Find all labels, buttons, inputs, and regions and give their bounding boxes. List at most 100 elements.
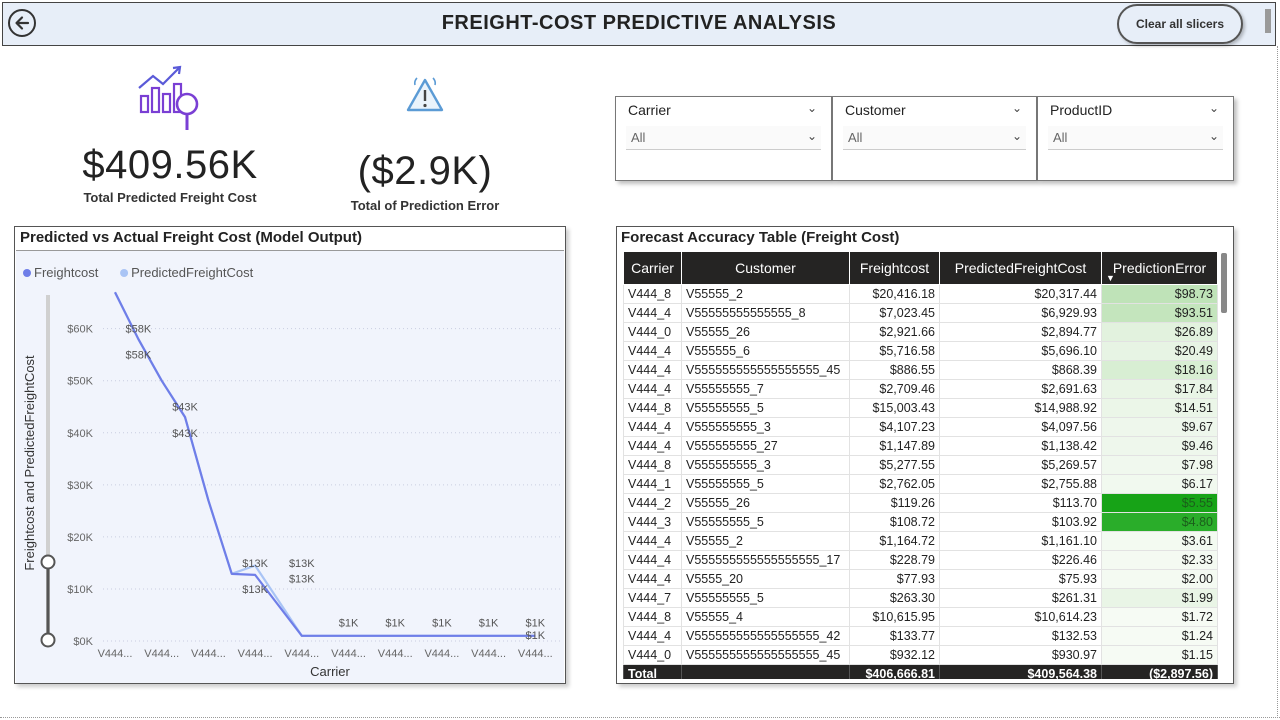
customer-cell: V55555_2 xyxy=(681,531,850,551)
table-row[interactable]: V444_2 V55555_26 $119.26 $113.70 $5.55 xyxy=(623,493,1218,513)
carrier-cell: V444_2 xyxy=(623,493,682,513)
chevron-down-icon: ⌄ xyxy=(806,129,817,143)
freightcost-cell: $119.26 xyxy=(849,493,940,513)
column-header[interactable]: Customer xyxy=(681,251,850,285)
error-cell: $20.49 xyxy=(1101,341,1218,361)
customer-cell: V55555_4 xyxy=(681,607,850,627)
table-row[interactable]: V444_4 V555555555555555555_42 $133.77 $132.… xyxy=(623,626,1218,646)
y-tick-label: $20K xyxy=(67,532,93,544)
productid-dropdown[interactable]: All ⌄ xyxy=(1048,126,1223,150)
predicted-cell: $20,317.44 xyxy=(939,284,1102,304)
error-cell: $1.99 xyxy=(1101,588,1218,608)
column-header[interactable]: PredictionError ▼ xyxy=(1101,251,1218,285)
series-line[interactable] xyxy=(114,291,536,637)
table-scrollbar[interactable] xyxy=(1221,253,1227,313)
table-row[interactable]: V444_4 V555555555555555555_17 $228.79 $226.… xyxy=(623,550,1218,570)
customer-cell: V555555555555555555_17 xyxy=(681,550,850,570)
carrier-cell: V444_4 xyxy=(623,531,682,551)
table-row[interactable]: V444_0 V55555_26 $2,921.66 $2,894.77 $26.89 xyxy=(623,322,1218,342)
freightcost-cell: $2,762.05 xyxy=(849,474,940,494)
chevron-down-icon[interactable]: ⌄ xyxy=(1011,101,1022,115)
slicer-customer: Customer ⌄ All ⌄ xyxy=(832,96,1037,181)
x-tick-label: V444... xyxy=(238,648,273,660)
carrier-cell: V444_8 xyxy=(623,398,682,418)
customer-cell: V555555555_3 xyxy=(681,417,850,437)
freightcost-cell: $2,921.66 xyxy=(849,322,940,342)
predicted-cell: $1,138.42 xyxy=(939,436,1102,456)
carrier-cell: V444_4 xyxy=(623,379,682,399)
table-row[interactable]: V444_7 V55555555_5 $263.30 $261.31 $1.99 xyxy=(623,588,1218,608)
data-label: $43K xyxy=(172,402,198,414)
chevron-down-icon[interactable]: ⌄ xyxy=(1208,101,1219,115)
table-row[interactable]: V444_3 V55555555_5 $108.72 $103.92 $4.80 xyxy=(623,512,1218,532)
error-cell: $7.98 xyxy=(1101,455,1218,475)
chevron-down-icon[interactable]: ⌄ xyxy=(806,101,817,115)
table-row[interactable]: V444_8 V55555_4 $10,615.95 $10,614.23 $1.72 xyxy=(623,607,1218,627)
predicted-cell: $261.31 xyxy=(939,588,1102,608)
page-title: FREIGHT-COST PREDICTIVE ANALYSIS xyxy=(441,12,837,34)
legend-marker xyxy=(120,269,129,277)
zoom-slider-handle-top[interactable] xyxy=(40,554,56,570)
y-tick-label: $30K xyxy=(67,480,93,492)
table-row[interactable]: V444_4 V55555555555555_8 $7,023.45 $6,929.9… xyxy=(623,303,1218,323)
data-label: $1K xyxy=(479,617,499,629)
carrier-cell: V444_4 xyxy=(623,303,682,323)
table-row[interactable]: V444_4 V555555_6 $5,716.58 $5,696.10 $20.49 xyxy=(623,341,1218,361)
predicted-cell: $132.53 xyxy=(939,626,1102,646)
carrier-cell: V444_8 xyxy=(623,455,682,475)
carrier-cell: V444_4 xyxy=(623,550,682,570)
error-cell: $9.67 xyxy=(1101,417,1218,437)
predicted-cell: $1,161.10 xyxy=(939,531,1102,551)
table-row[interactable]: V444_4 V55555555_7 $2,709.46 $2,691.63 $17.8… xyxy=(623,379,1218,399)
table-row[interactable]: V444_4 V555555555555555555_45 $886.55 $868.… xyxy=(623,360,1218,380)
table-row[interactable]: V444_8 V555555555_3 $5,277.55 $5,269.57 $7.9… xyxy=(623,455,1218,475)
error-cell: $26.89 xyxy=(1101,322,1218,342)
predicted-cell: $868.39 xyxy=(939,360,1102,380)
column-header[interactable]: Freightcost xyxy=(849,251,940,285)
table-row[interactable]: V444_8 V55555555_5 $15,003.43 $14,988.92 $14… xyxy=(623,398,1218,418)
column-header[interactable]: Carrier xyxy=(623,251,682,285)
zoom-slider-handle-bottom[interactable] xyxy=(40,632,56,648)
carrier-dropdown[interactable]: All ⌄ xyxy=(626,126,821,150)
table-row[interactable]: V444_4 V5555_20 $77.93 $75.93 $2.00 xyxy=(623,569,1218,589)
customer-cell: V5555_20 xyxy=(681,569,850,589)
clear-slicers-button[interactable]: Clear all slicers xyxy=(1117,4,1243,44)
sort-desc-icon: ▼ xyxy=(1106,273,1115,283)
table-row[interactable]: V444_4 V55555_2 $1,164.72 $1,161.10 $3.61 xyxy=(623,531,1218,551)
y-tick-label: $40K xyxy=(67,428,93,440)
total-label: Total xyxy=(623,664,682,679)
data-label: $43K xyxy=(172,428,198,440)
freightcost-cell: $886.55 xyxy=(849,360,940,380)
x-tick-label: V444... xyxy=(284,648,319,660)
predicted-cell: $226.46 xyxy=(939,550,1102,570)
error-cell: $6.17 xyxy=(1101,474,1218,494)
line-chart[interactable]: Freightcost PredictedFreightCost $0K $10K $2… xyxy=(15,227,565,683)
table-viewport[interactable]: Carrier Customer Freightcost PredictedFr… xyxy=(623,251,1219,679)
predicted-cell: $103.92 xyxy=(939,512,1102,532)
table-row[interactable]: V444_8 V55555_2 $20,416.18 $20,317.44 $98.73 xyxy=(623,284,1218,304)
data-label: $1K xyxy=(526,617,546,629)
error-cell: $4.80 xyxy=(1101,512,1218,532)
customer-cell: V555555555_27 xyxy=(681,436,850,456)
slicer-title: Customer xyxy=(845,102,906,118)
table-row[interactable]: V444_0 V555555555555555555_45 $932.12 $930.… xyxy=(623,645,1218,665)
freightcost-cell: $1,164.72 xyxy=(849,531,940,551)
error-cell: $1.24 xyxy=(1101,626,1218,646)
error-cell: $5.55 xyxy=(1101,493,1218,513)
carrier-cell: V444_0 xyxy=(623,322,682,342)
error-cell: $17.84 xyxy=(1101,379,1218,399)
back-button[interactable] xyxy=(8,9,36,37)
page-border-bottom xyxy=(0,717,1280,718)
table-row[interactable]: V444_4 V555555555_3 $4,107.23 $4,097.56 $9.6… xyxy=(623,417,1218,437)
freightcost-cell: $228.79 xyxy=(849,550,940,570)
predicted-cell: $2,894.77 xyxy=(939,322,1102,342)
customer-dropdown[interactable]: All ⌄ xyxy=(843,126,1026,150)
freightcost-cell: $263.30 xyxy=(849,588,940,608)
table-row[interactable]: V444_1 V55555555_5 $2,762.05 $2,755.88 $6.17 xyxy=(623,474,1218,494)
slicer-productid: ProductID ⌄ All ⌄ xyxy=(1037,96,1234,181)
data-label: $13K xyxy=(289,574,315,586)
table-row[interactable]: V444_4 V555555555_27 $1,147.89 $1,138.42 $9.… xyxy=(623,436,1218,456)
column-header[interactable]: PredictedFreightCost xyxy=(939,251,1102,285)
series-line[interactable] xyxy=(114,291,536,637)
total-cell: ($2,897.56) xyxy=(1101,664,1218,679)
